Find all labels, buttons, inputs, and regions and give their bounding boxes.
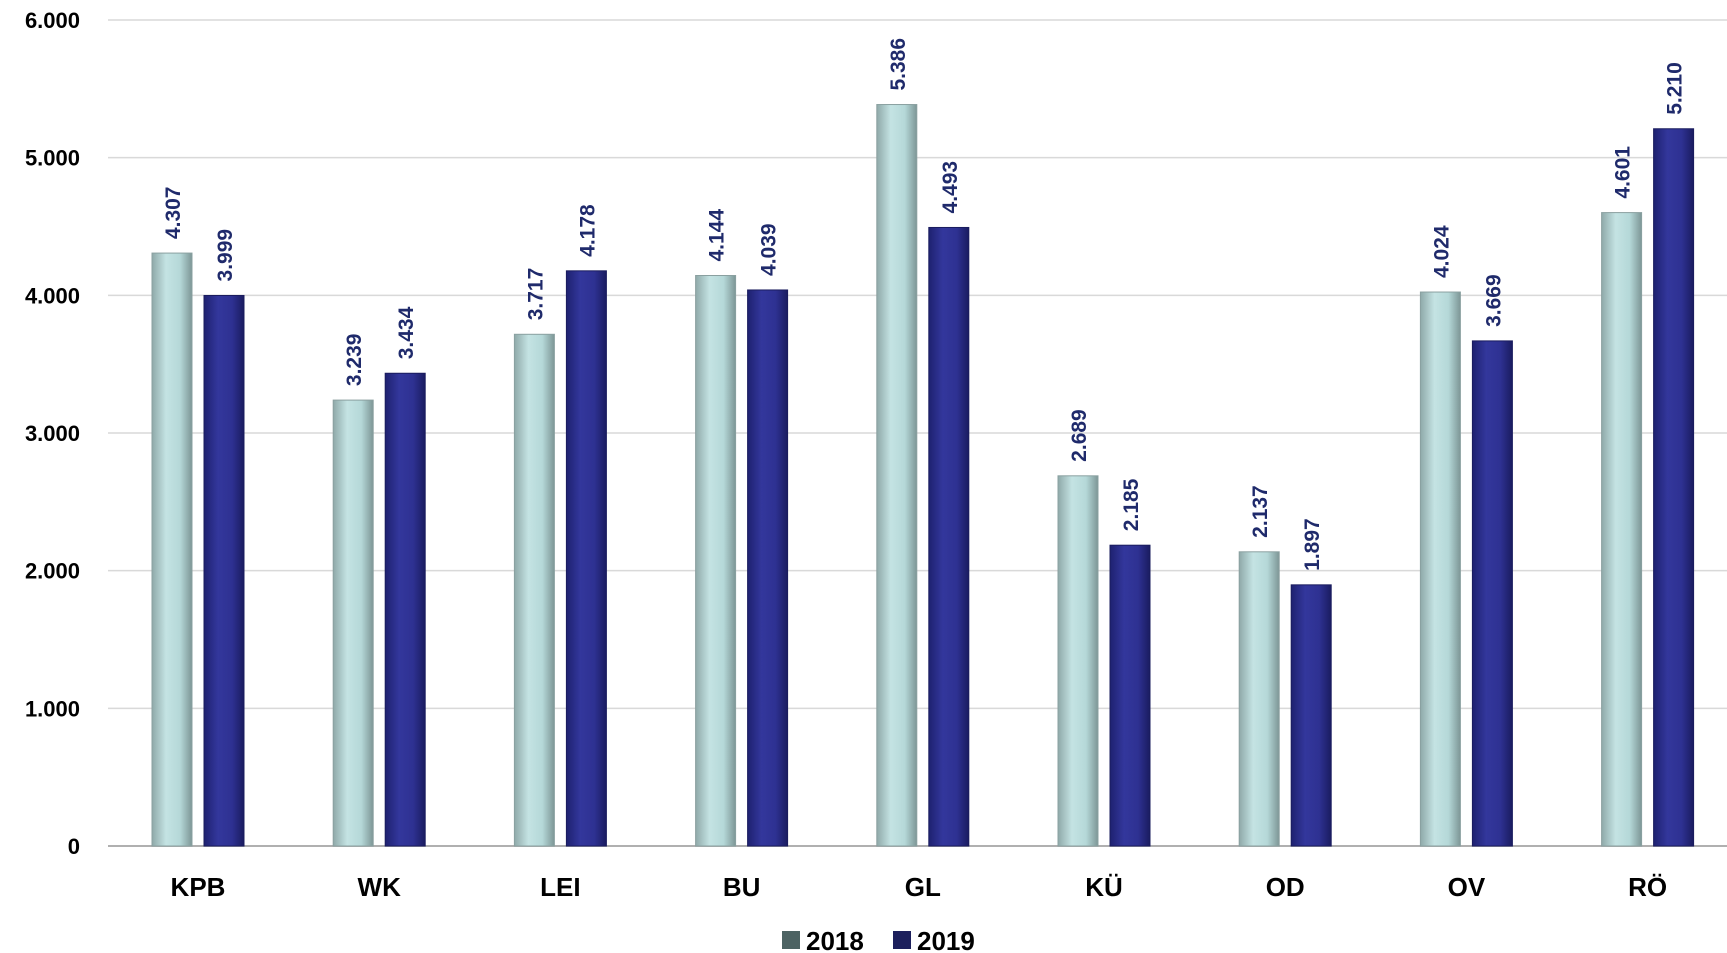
bar-2018-OV: [1419, 291, 1461, 847]
data-label: 2.185: [1120, 478, 1143, 531]
data-label: 4.024: [1430, 225, 1453, 278]
legend-swatch-2018: [782, 931, 800, 949]
bar-2019-KPB: [203, 294, 245, 847]
y-tick-label: 1.000: [25, 696, 80, 721]
data-label: 5.386: [887, 38, 910, 91]
bar-2019-LEI: [565, 270, 607, 847]
data-label: 3.239: [343, 334, 366, 387]
x-axis: KPB WK LEI BU GL KÜ OD OV RÖ: [171, 872, 1668, 902]
bar-2018-BU: [695, 275, 737, 847]
bars: [151, 104, 1695, 847]
x-tick-label: OD: [1266, 872, 1305, 902]
data-labels: 4.307 3.999 3.239 3.434 3.717 4.178 4.144 4.039…: [162, 38, 1687, 571]
legend-label-2018: 2018: [806, 926, 864, 953]
bar-2019-RÖ: [1653, 128, 1695, 847]
data-label: 4.178: [576, 204, 599, 257]
bar-2018-KÜ: [1057, 475, 1099, 847]
data-label: 1.897: [1301, 518, 1324, 571]
bar-2019-KÜ: [1109, 544, 1151, 847]
y-axis: 0 1.000 2.000 3.000 4.000 5.000 6.000: [25, 8, 80, 859]
y-tick-label: 5.000: [25, 146, 80, 171]
data-label: 5.210: [1664, 62, 1687, 115]
bar-2018-WK: [332, 399, 374, 847]
bar-2018-KPB: [151, 252, 193, 847]
data-label: 2.689: [1068, 409, 1091, 462]
legend-label-2019: 2019: [917, 926, 975, 953]
data-label: 4.307: [162, 187, 185, 240]
x-tick-label: BU: [723, 872, 761, 902]
bar-2018-OD: [1238, 551, 1280, 847]
bar-2019-WK: [384, 372, 426, 847]
data-label: 3.669: [1482, 274, 1505, 327]
legend: 2018 2019: [782, 926, 975, 953]
legend-swatch-2019: [893, 931, 911, 949]
y-tick-label: 0: [68, 834, 80, 859]
x-tick-label: WK: [358, 872, 402, 902]
x-tick-label: KÜ: [1085, 872, 1123, 902]
x-tick-label: RÖ: [1628, 872, 1667, 902]
data-label: 3.999: [214, 229, 237, 282]
bar-2019-OD: [1290, 584, 1332, 847]
y-tick-label: 4.000: [25, 283, 80, 308]
data-label: 4.493: [939, 161, 962, 214]
data-label: 3.434: [395, 306, 418, 359]
bar-2018-LEI: [513, 333, 555, 847]
data-label: 4.039: [758, 223, 781, 276]
bar-2018-GL: [876, 104, 918, 847]
data-label: 4.144: [706, 209, 729, 262]
data-label: 2.137: [1249, 485, 1272, 538]
bar-2019-GL: [928, 226, 970, 847]
y-tick-label: 2.000: [25, 559, 80, 584]
x-tick-label: KPB: [171, 872, 226, 902]
y-tick-label: 3.000: [25, 421, 80, 446]
bar-2018-RÖ: [1601, 212, 1643, 847]
data-label: 3.717: [524, 268, 547, 321]
bar-2019-BU: [747, 289, 789, 847]
data-label: 4.601: [1612, 146, 1635, 199]
x-tick-label: LEI: [540, 872, 580, 902]
bar-2019-OV: [1471, 340, 1513, 847]
y-tick-label: 6.000: [25, 8, 80, 33]
x-tick-label: GL: [905, 872, 941, 902]
x-tick-label: OV: [1448, 872, 1486, 902]
